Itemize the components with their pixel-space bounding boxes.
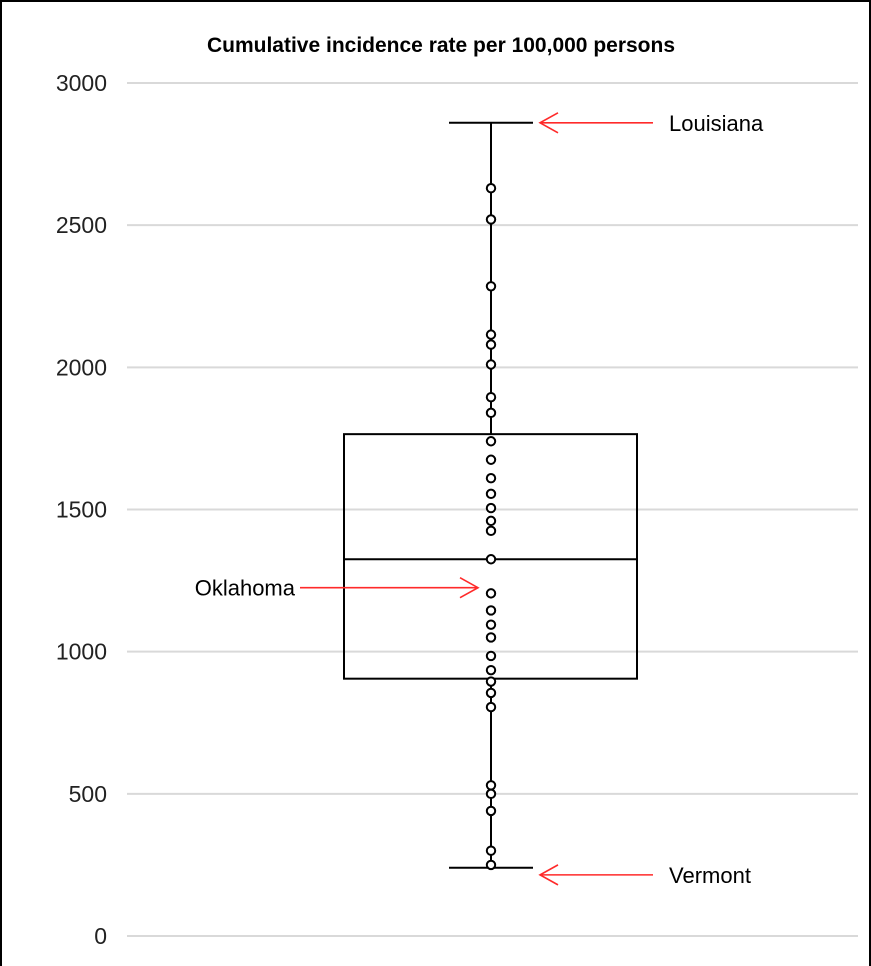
y-tick-label: 2500 xyxy=(56,212,107,238)
annotations: Louisiana Oklahoma Vermont xyxy=(195,111,764,888)
data-point xyxy=(487,490,495,498)
y-tick-label: 500 xyxy=(69,781,107,807)
data-point xyxy=(487,360,495,368)
data-point xyxy=(487,790,495,798)
y-tick-label: 1500 xyxy=(56,497,107,523)
data-point xyxy=(487,861,495,869)
data-point xyxy=(487,633,495,641)
annotation-label: Louisiana xyxy=(669,111,764,136)
data-point xyxy=(487,677,495,685)
y-axis-ticks: 0 500 1000 1500 2000 2500 3000 xyxy=(56,70,107,949)
data-point xyxy=(487,589,495,597)
data-point xyxy=(487,215,495,223)
data-point xyxy=(487,703,495,711)
data-point xyxy=(487,504,495,512)
annotation-label: Oklahoma xyxy=(195,576,296,601)
data-point xyxy=(487,555,495,563)
data-point xyxy=(487,689,495,697)
data-point xyxy=(487,330,495,338)
data-point xyxy=(487,807,495,815)
data-point xyxy=(487,527,495,535)
data-point xyxy=(487,781,495,789)
data-point xyxy=(487,517,495,525)
data-point xyxy=(487,456,495,464)
annotation-arrow xyxy=(540,865,653,885)
data-point xyxy=(487,620,495,628)
annotation-arrow xyxy=(540,113,653,133)
annotation-arrow xyxy=(300,578,478,598)
annotation-label: Vermont xyxy=(669,863,751,888)
y-tick-label: 1000 xyxy=(56,639,107,665)
data-point xyxy=(487,652,495,660)
data-point xyxy=(487,393,495,401)
data-point xyxy=(487,847,495,855)
data-point xyxy=(487,474,495,482)
data-point xyxy=(487,184,495,192)
y-tick-label: 0 xyxy=(94,923,107,949)
data-point xyxy=(487,409,495,417)
data-point xyxy=(487,606,495,614)
data-point xyxy=(487,437,495,445)
data-point xyxy=(487,282,495,290)
chart-title: Cumulative incidence rate per 100,000 pe… xyxy=(207,34,675,57)
data-point xyxy=(487,340,495,348)
y-tick-label: 2000 xyxy=(56,354,107,380)
data-point xyxy=(487,666,495,674)
y-tick-label: 3000 xyxy=(56,70,107,96)
